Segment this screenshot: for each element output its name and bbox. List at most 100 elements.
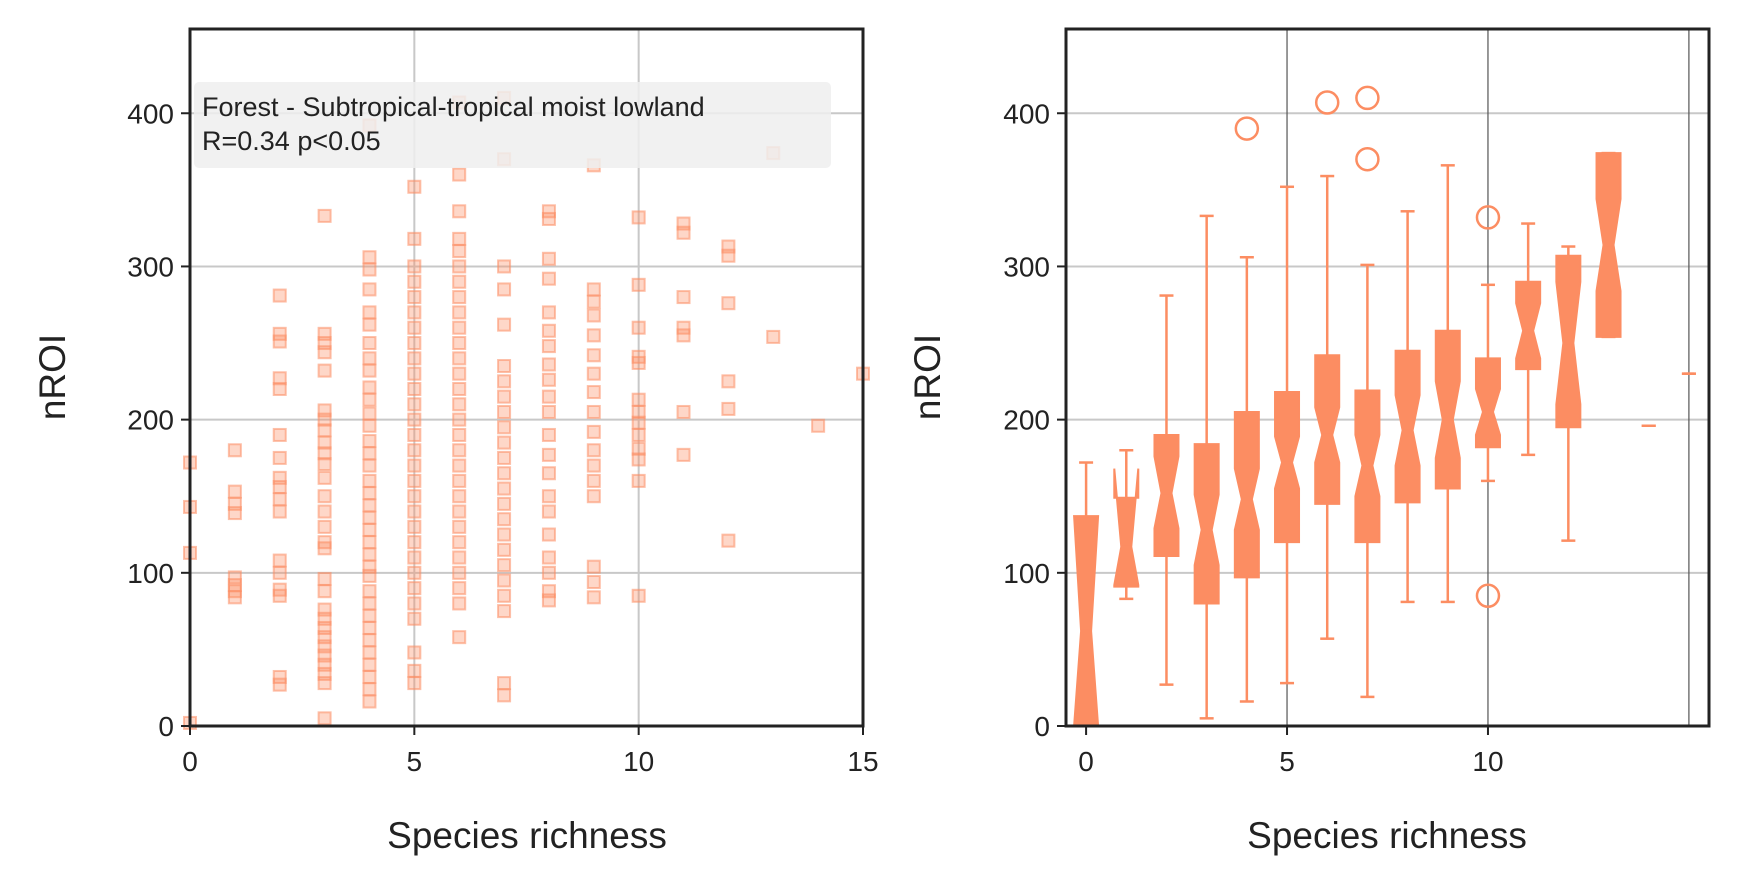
scatter-point	[631, 320, 646, 335]
scatter-point	[407, 351, 422, 366]
box-body	[1474, 357, 1501, 449]
scatter-point	[317, 584, 332, 599]
scatter-point	[586, 404, 601, 419]
scatter-point	[407, 504, 422, 519]
scatter-point	[362, 486, 377, 501]
scatter-point	[452, 259, 467, 274]
scatter-point	[497, 389, 512, 404]
outlier-point	[1314, 90, 1340, 115]
scatter-point	[586, 489, 601, 504]
scatter-point	[452, 381, 467, 396]
scatter-point	[631, 427, 646, 442]
scatter-point	[676, 225, 691, 240]
scatter-point	[676, 447, 691, 462]
scatter-point	[586, 308, 601, 323]
boxplot-plot-area	[1066, 29, 1709, 726]
scatter-point	[497, 688, 512, 703]
scatter-point	[317, 571, 332, 586]
scatter-point	[541, 527, 556, 542]
scatter-point	[541, 372, 556, 387]
scatter-point	[362, 446, 377, 461]
scatter-point	[407, 366, 422, 381]
scatter-point	[317, 676, 332, 691]
scatter-point	[452, 596, 467, 611]
box-group	[1555, 245, 1582, 542]
scatter-point	[541, 489, 556, 504]
scatter-point	[362, 584, 377, 599]
scatter-point	[497, 420, 512, 435]
scatter-point	[541, 357, 556, 372]
scatter-point	[362, 510, 377, 525]
scatter-point	[227, 590, 242, 605]
y-tick-label: 400	[127, 98, 174, 129]
scatter-point	[362, 633, 377, 648]
scatter-point	[631, 392, 646, 407]
scatter-frame	[188, 27, 865, 728]
scatter-point	[407, 381, 422, 396]
scatter-point	[362, 596, 377, 611]
scatter-point	[272, 326, 287, 341]
scatter-point	[407, 397, 422, 412]
scatter-point	[407, 473, 422, 488]
scatter-point	[452, 274, 467, 289]
scatter-point	[407, 274, 422, 289]
scatter-point	[317, 489, 332, 504]
scatter-point	[362, 473, 377, 488]
scatter-point	[407, 231, 422, 246]
scatter-point	[631, 210, 646, 225]
scatter-point	[362, 498, 377, 513]
scatter-point	[541, 427, 556, 442]
scatter-point	[452, 351, 467, 366]
scatter-point	[407, 581, 422, 596]
scatter-point	[586, 348, 601, 363]
x-tick-label: 0	[182, 746, 198, 777]
box-group	[1153, 294, 1180, 686]
scatter-point	[541, 504, 556, 519]
y-tick-label: 0	[1034, 711, 1050, 742]
scatter-point	[452, 550, 467, 565]
scatter-point	[631, 355, 646, 370]
y-tick-label: 0	[158, 711, 174, 742]
scatter-point	[407, 305, 422, 320]
y-tick-label: 100	[127, 558, 174, 589]
scatter-point	[497, 359, 512, 374]
y-tick-label: 300	[127, 251, 174, 282]
box-body	[1113, 468, 1140, 588]
scatter-point	[452, 473, 467, 488]
scatter-point	[452, 458, 467, 473]
scatter-point	[362, 669, 377, 684]
scatter-point	[272, 381, 287, 396]
scatter-point	[317, 519, 332, 534]
scatter-point	[631, 441, 646, 456]
scatter-point	[407, 412, 422, 427]
scatter-point	[586, 385, 601, 400]
scatter-point	[407, 596, 422, 611]
scatter-point	[631, 473, 646, 488]
scatter-point	[362, 305, 377, 320]
outlier-point	[1475, 205, 1501, 230]
scatter-point	[362, 568, 377, 583]
scatter-point	[586, 575, 601, 590]
scatter-point	[317, 345, 332, 360]
scatter-point	[541, 565, 556, 580]
scatter-point	[497, 259, 512, 274]
boxplot-frame	[1064, 27, 1711, 728]
box-body	[1274, 391, 1301, 544]
scatter-point	[497, 542, 512, 557]
scatter-point	[407, 519, 422, 534]
scatter-point	[362, 682, 377, 697]
scatter-point	[317, 412, 332, 427]
scatter-point	[317, 363, 332, 378]
y-tick-label: 200	[1003, 405, 1050, 436]
scatter-point	[362, 392, 377, 407]
scatter-point	[452, 565, 467, 580]
y-tick-label: 300	[1003, 251, 1050, 282]
scatter-point	[272, 504, 287, 519]
box-group	[1354, 85, 1381, 699]
scatter-point	[317, 711, 332, 726]
scatter-point	[407, 611, 422, 626]
box-group	[1595, 151, 1622, 339]
scatter-point	[317, 423, 332, 438]
scatter-point	[407, 290, 422, 305]
scatter-point	[362, 657, 377, 672]
